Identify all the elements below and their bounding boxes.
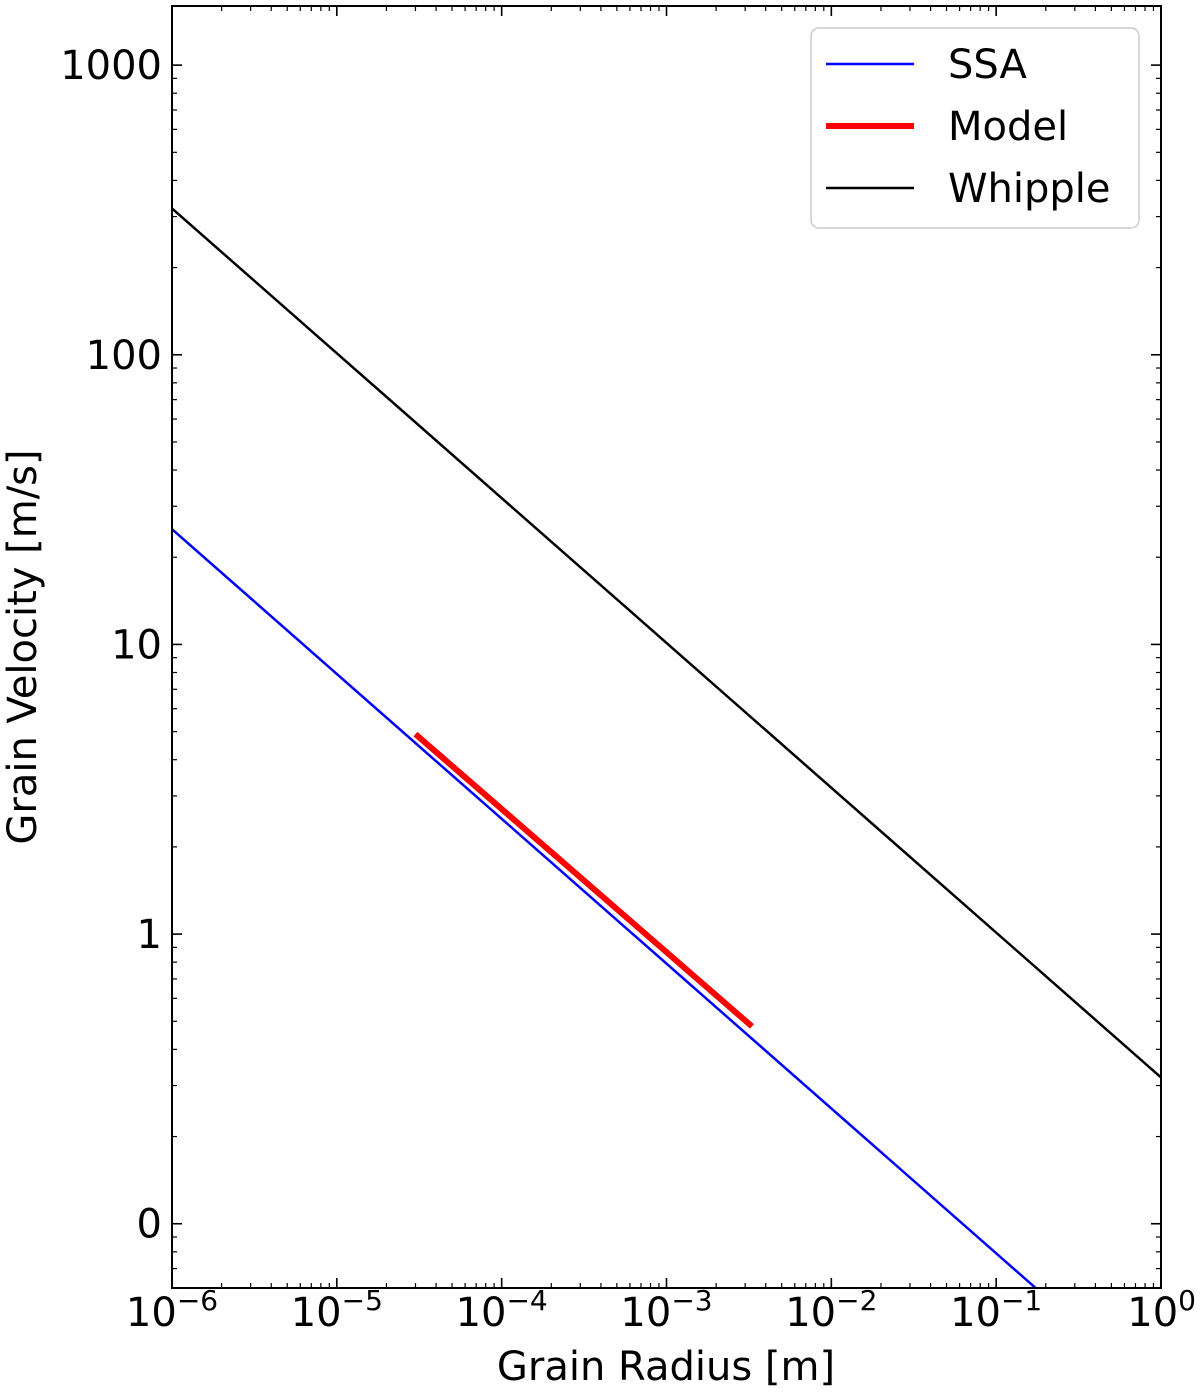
y-tick-label: 1 xyxy=(137,912,162,958)
legend-label-model: Model xyxy=(948,104,1068,150)
x-tick-label-base: 10 xyxy=(291,1290,342,1336)
x-tick-label-base: 10 xyxy=(456,1290,507,1336)
legend: SSA Model Whipple xyxy=(810,27,1140,229)
x-tick-label-base: 10 xyxy=(1127,1290,1178,1336)
y-tick-label: 100 xyxy=(86,333,162,379)
series-line-model xyxy=(413,731,754,1029)
x-tick-label-exponent: −2 xyxy=(836,1284,877,1317)
major-ticks xyxy=(171,6,1162,1288)
x-tick-label: 100 xyxy=(1127,1284,1196,1336)
series-line-ssa xyxy=(172,528,1038,1288)
x-tick-label-exponent: −1 xyxy=(1001,1284,1042,1317)
x-tick-label-base: 10 xyxy=(785,1290,836,1336)
x-tick-label: 10−1 xyxy=(950,1284,1042,1336)
x-axis-title: Grain Radius [m] xyxy=(497,1344,835,1390)
x-tick-label: 10−3 xyxy=(620,1284,712,1336)
x-tick-label-base: 10 xyxy=(126,1290,177,1336)
y-tick-label: 10 xyxy=(111,622,162,668)
y-axis-title: Grain Velocity [m/s] xyxy=(0,449,46,844)
series-layer xyxy=(172,207,1161,1288)
x-tick-label-exponent: 0 xyxy=(1178,1284,1196,1317)
legend-box xyxy=(810,27,1140,229)
legend-label-ssa: SSA xyxy=(948,42,1028,88)
x-tick-label-exponent: −6 xyxy=(177,1284,218,1317)
x-tick-label: 10−4 xyxy=(456,1284,548,1336)
x-tick-label: 10−5 xyxy=(291,1284,383,1336)
x-tick-label: 10−2 xyxy=(785,1284,877,1336)
legend-label-whipple: Whipple xyxy=(948,166,1111,212)
series-line-whipple xyxy=(172,207,1161,1079)
y-tick-label: 0 xyxy=(137,1202,162,1248)
y-tick-label: 1000 xyxy=(60,43,162,89)
x-tick-label-exponent: −5 xyxy=(342,1284,383,1317)
y-tick-labels: 0 1 10 100 1000 xyxy=(60,43,162,1248)
plot-frame xyxy=(171,5,1162,1289)
x-tick-label-exponent: −4 xyxy=(506,1284,547,1317)
x-tick-label-base: 10 xyxy=(620,1290,671,1336)
x-tick-label: 10−6 xyxy=(126,1284,218,1336)
x-tick-label-base: 10 xyxy=(950,1290,1001,1336)
x-tick-label-exponent: −3 xyxy=(671,1284,712,1317)
x-tick-labels: 10−6 10−5 10−4 10−3 10−2 10−1 100 xyxy=(126,1284,1196,1336)
